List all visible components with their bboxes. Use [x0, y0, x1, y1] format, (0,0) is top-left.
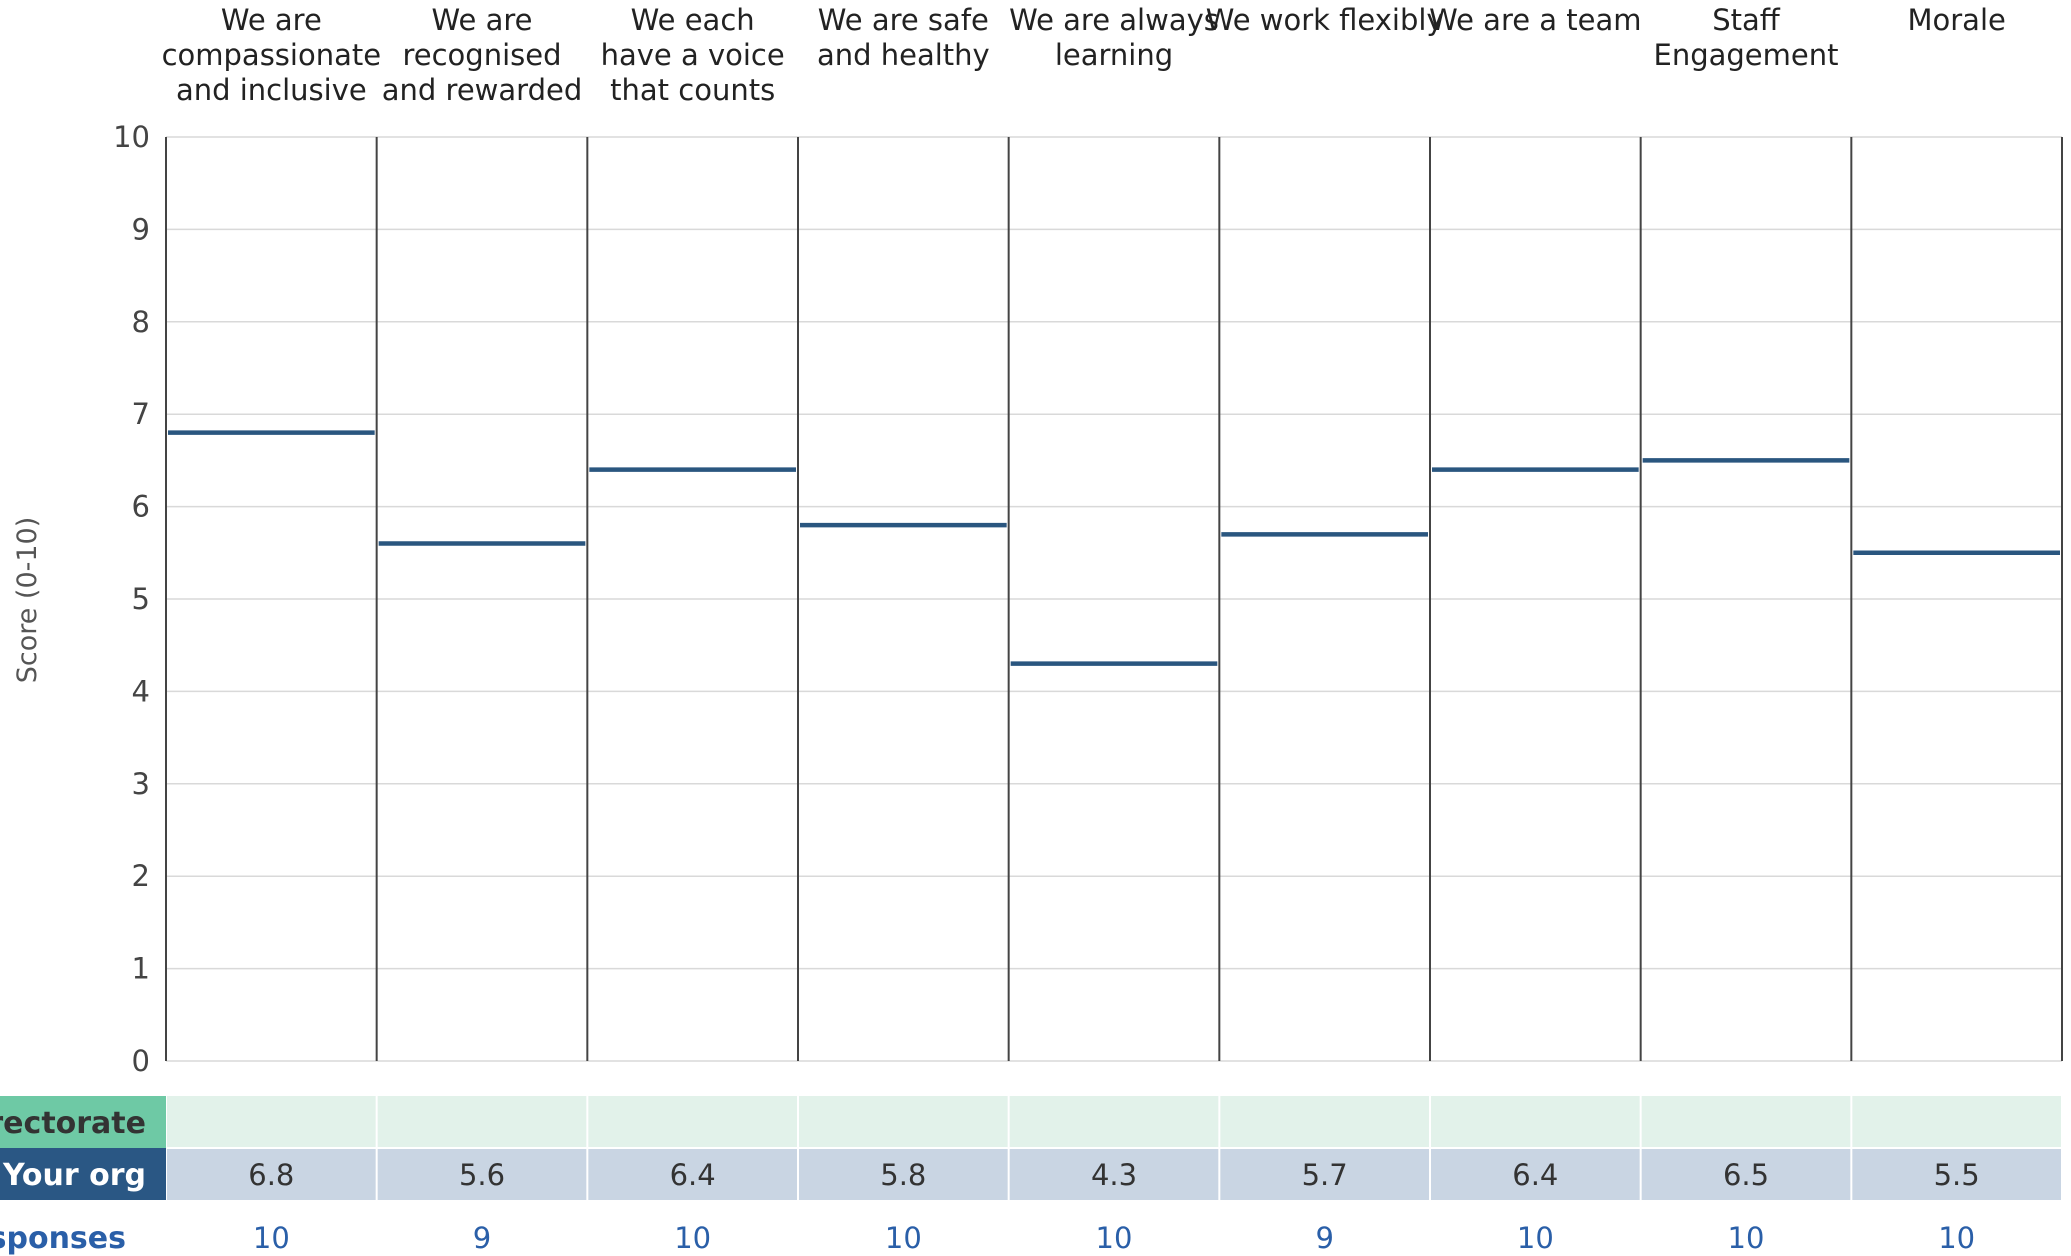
org-value: 5.8 — [880, 1158, 926, 1192]
category-label-line: that counts — [610, 73, 775, 107]
responses-value: 9 — [473, 1221, 491, 1255]
category-label-line: We are always — [1009, 3, 1219, 37]
directorate-cell — [1852, 1096, 2061, 1147]
category-label-line: and healthy — [817, 38, 990, 72]
y-tick-label: 7 — [132, 397, 150, 431]
category-label: We are compassionate and inclusive — [162, 3, 382, 107]
directorate-cell — [799, 1096, 1008, 1147]
score-table: Directorate Your org Responses 6.8 10 5.6 9 6.4… — [0, 1096, 2061, 1256]
org-value: 6.5 — [1723, 1158, 1769, 1192]
org-cell — [377, 1149, 587, 1200]
responses-value: 10 — [885, 1221, 922, 1255]
org-cell — [588, 1149, 797, 1200]
y-tick-label: 10 — [113, 120, 150, 154]
responses-row-label: Responses — [0, 1221, 126, 1256]
org-value: 4.3 — [1091, 1158, 1137, 1192]
y-tick-label: 3 — [132, 767, 150, 801]
y-tick-label: 9 — [132, 212, 150, 246]
org-cell — [167, 1149, 376, 1200]
directorate-row-label: Directorate — [0, 1106, 146, 1141]
directorate-label-bg — [0, 1096, 166, 1148]
category-label: Staff Engagement — [1654, 3, 1839, 72]
org-label-bg — [0, 1148, 166, 1200]
category-label: We are a team — [1429, 3, 1641, 37]
responses-value: 10 — [1517, 1221, 1554, 1255]
y-tick-label: 1 — [132, 952, 150, 986]
y-tick-label: 5 — [132, 582, 150, 616]
directorate-cell — [1009, 1096, 1219, 1147]
category-label: We each have a voice that counts — [601, 3, 785, 107]
responses-value: 10 — [1096, 1221, 1133, 1255]
y-axis-title: Score (0-10) — [12, 517, 43, 684]
org-value: 6.8 — [248, 1158, 294, 1192]
org-cell — [799, 1149, 1008, 1200]
directorate-cell — [1220, 1096, 1429, 1147]
directorate-cell — [167, 1096, 376, 1147]
y-tick-labels: 0 1 2 3 4 5 6 7 8 9 10 — [113, 120, 150, 1078]
directorate-cell — [1431, 1096, 1640, 1147]
y-tick-label: 2 — [132, 859, 150, 893]
category-label: We are recognised and rewarded — [382, 3, 582, 107]
org-value: 6.4 — [670, 1158, 716, 1192]
org-row-label: Your org — [2, 1158, 146, 1193]
responses-value: 10 — [253, 1221, 290, 1255]
responses-value: 9 — [1315, 1221, 1333, 1255]
directorate-cell — [1641, 1096, 1851, 1147]
org-cell — [1431, 1149, 1640, 1200]
directorate-cell — [588, 1096, 797, 1147]
responses-value: 10 — [1728, 1221, 1765, 1255]
category-label-line: We are — [221, 3, 322, 37]
category-label-line: We work flexibly — [1206, 3, 1444, 37]
org-cell — [1852, 1149, 2061, 1200]
org-value: 6.4 — [1512, 1158, 1558, 1192]
y-tick-label: 8 — [132, 305, 150, 339]
category-label-line: We are — [432, 3, 533, 37]
y-tick-label: 0 — [132, 1044, 150, 1078]
category-label-line: Engagement — [1654, 38, 1839, 72]
category-label-line: have a voice — [601, 38, 785, 72]
category-label-line: Morale — [1907, 3, 2005, 37]
category-label-line: compassionate — [162, 38, 382, 72]
org-cell — [1641, 1149, 1851, 1200]
category-label-line: We are a team — [1429, 3, 1641, 37]
responses-value: 10 — [1938, 1221, 1975, 1255]
gridlines — [166, 136, 2062, 1062]
y-tick-label: 4 — [132, 674, 150, 708]
org-value: 5.5 — [1934, 1158, 1980, 1192]
y-tick-label: 6 — [132, 490, 150, 524]
column-dividers — [165, 137, 2063, 1061]
category-label: Morale — [1907, 3, 2005, 37]
category-label-line: and inclusive — [176, 73, 367, 107]
org-cell — [1220, 1149, 1429, 1200]
category-label-line: We each — [631, 3, 755, 37]
directorate-cell — [377, 1096, 587, 1147]
category-label: We work flexibly — [1206, 3, 1444, 37]
category-label: We are always learning — [1009, 3, 1219, 72]
category-label-line: learning — [1055, 38, 1173, 72]
org-value: 5.7 — [1302, 1158, 1348, 1192]
responses-value: 10 — [674, 1221, 711, 1255]
category-label-line: and rewarded — [382, 73, 582, 107]
category-label-line: recognised — [402, 38, 561, 72]
score-levels — [168, 430, 2060, 666]
category-label: We are safe and healthy — [817, 3, 990, 72]
org-value: 5.6 — [459, 1158, 505, 1192]
org-cell — [1009, 1149, 1219, 1200]
category-label-line: Staff — [1712, 3, 1781, 37]
category-label-line: We are safe — [818, 3, 989, 37]
